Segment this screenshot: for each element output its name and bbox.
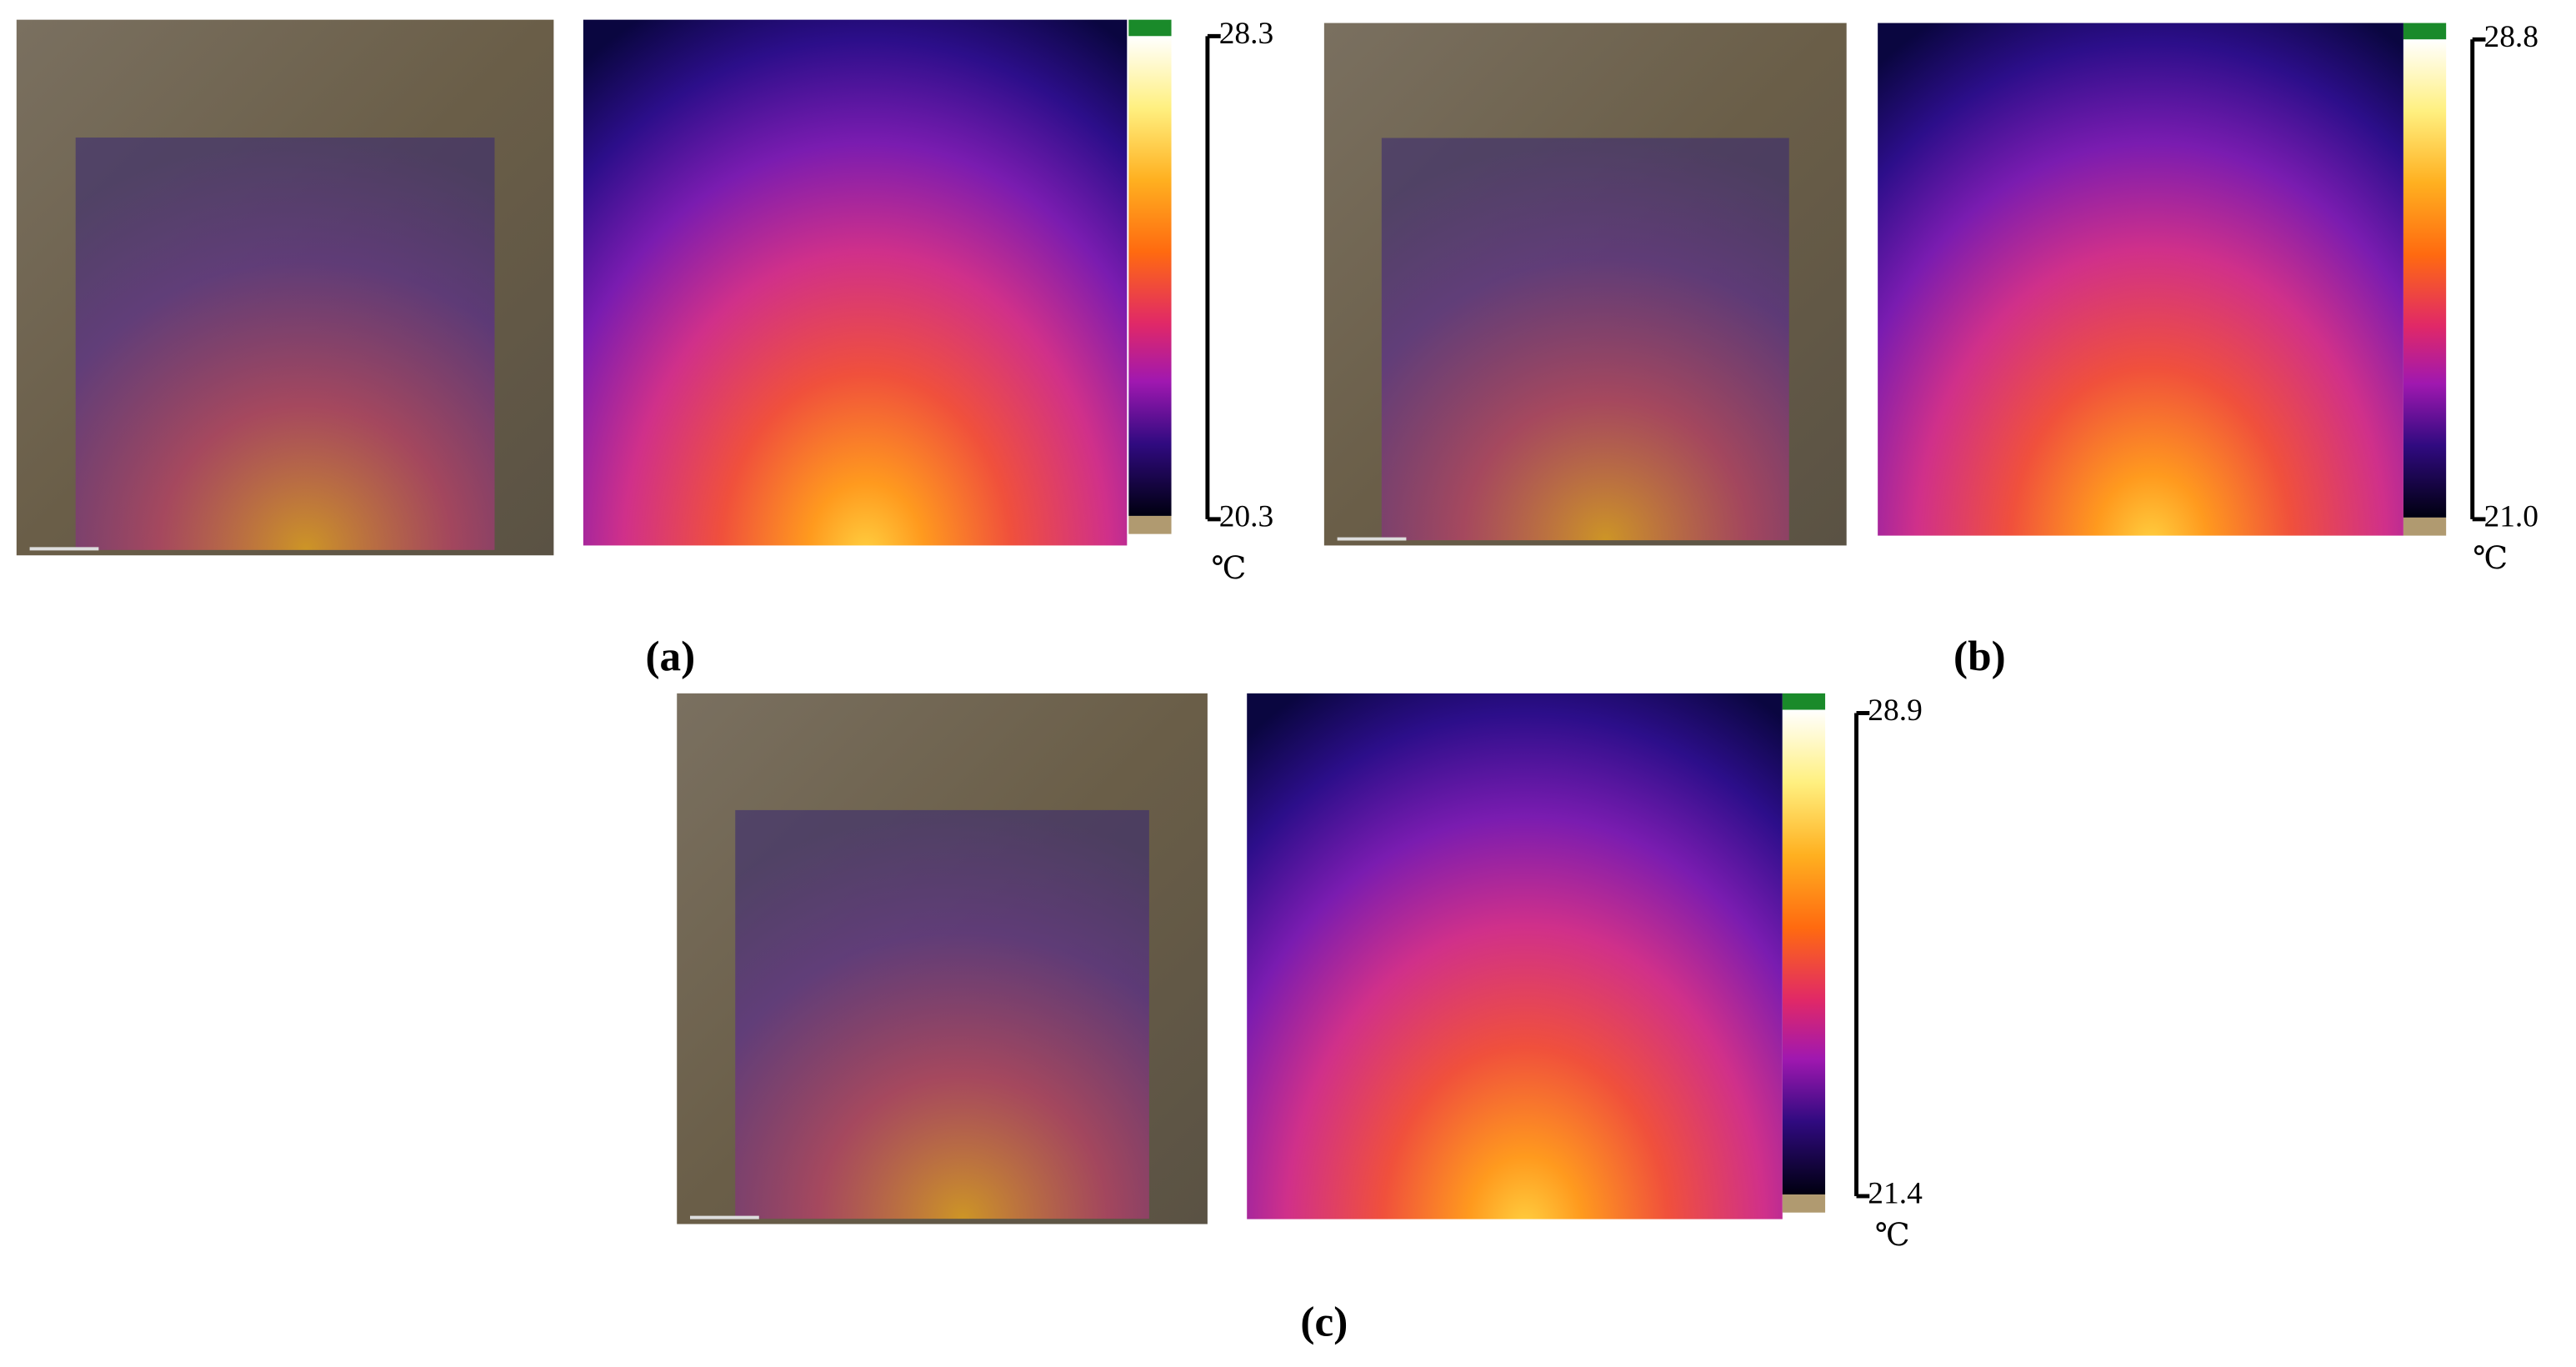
colorbar-top — [2403, 23, 2447, 40]
thermal-overlay — [735, 809, 1149, 1219]
panel-label: (c) — [1300, 1299, 1348, 1346]
thermal-image — [1247, 693, 1783, 1219]
colorbar-bottom — [1782, 1194, 1826, 1213]
unit-label: ℃ — [1875, 1219, 1910, 1253]
unit-label: ℃ — [1212, 552, 1247, 586]
scale-max-label: 28.3 — [1219, 17, 1274, 51]
panel-label: (a) — [645, 633, 695, 680]
colorbar-bottom — [2403, 517, 2447, 536]
panel-label: (b) — [1953, 633, 2006, 680]
thermal-image — [583, 19, 1128, 546]
colorbar — [1782, 709, 1826, 1195]
thermal-image — [1878, 23, 2403, 536]
scale-min-label: 21.4 — [1868, 1177, 1923, 1211]
scale-max-label: 28.9 — [1868, 694, 1923, 728]
unit-label: ℃ — [2473, 542, 2508, 576]
scale-max-label: 28.8 — [2483, 20, 2538, 54]
colorbar-top — [1128, 19, 1172, 37]
scale-min-label: 20.3 — [1219, 499, 1274, 533]
thermal-overlay — [75, 138, 495, 550]
scale-min-label: 21.0 — [2483, 499, 2538, 533]
colorbar-bottom — [1128, 515, 1172, 534]
thermal-overlay — [1381, 138, 1789, 541]
colorbar-top — [1782, 693, 1826, 710]
colorbar — [1128, 36, 1172, 516]
colorbar — [2403, 39, 2447, 518]
